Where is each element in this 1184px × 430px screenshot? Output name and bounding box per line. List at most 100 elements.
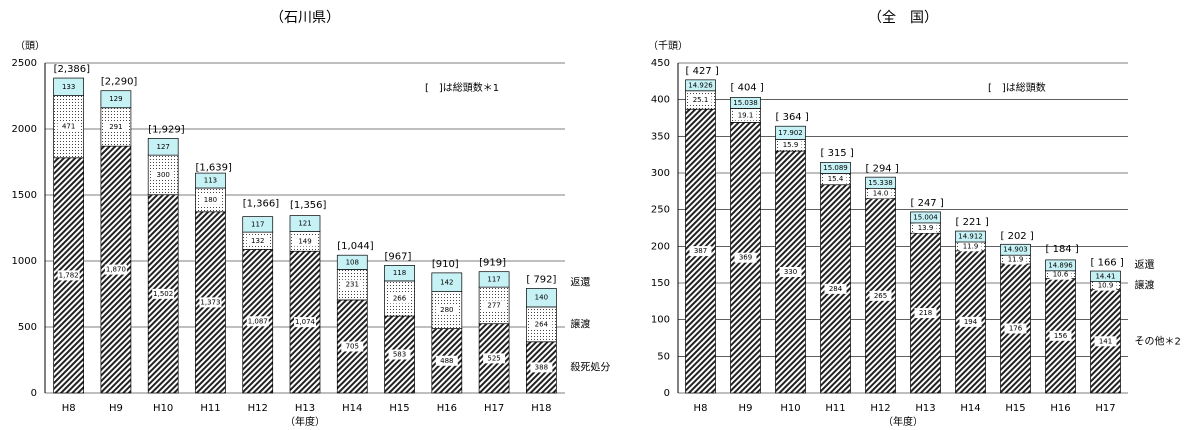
label-bg: [483, 300, 506, 311]
total-label: [1,929]: [148, 124, 185, 135]
label-bg: [152, 288, 175, 299]
legend-label: 譲渡: [570, 317, 590, 330]
value-label: 369: [739, 254, 752, 262]
label-bg: [779, 267, 802, 277]
bar-segment: [431, 272, 463, 292]
note: [ ]は総頭数: [988, 81, 1046, 94]
x-tick-label: H13: [915, 403, 935, 414]
value-label: 11.9: [963, 242, 979, 250]
value-label: 176: [1009, 324, 1023, 332]
label-bg: [199, 297, 222, 308]
label-bg: [914, 308, 937, 319]
label-bg: [1004, 323, 1027, 334]
label-bg: [246, 316, 269, 327]
bar-segment: [478, 271, 510, 288]
note: [ ]は総頭数＊1: [425, 81, 499, 94]
label-bg: [1004, 254, 1027, 265]
total-label: [ 166 ]: [1091, 257, 1124, 268]
label-bg: [104, 121, 127, 132]
label-bg: [57, 121, 80, 132]
value-label: 133: [62, 83, 75, 91]
bar-segment: [336, 254, 368, 270]
label-bg: [341, 341, 364, 352]
label-bg: [435, 355, 458, 366]
total-label: [ 315 ]: [821, 148, 854, 159]
value-label: 25.1: [693, 96, 709, 104]
x-tick-label: H8: [62, 403, 76, 414]
bar-segment: [685, 79, 716, 92]
label-bg: [199, 194, 222, 205]
label-bg: [104, 264, 127, 275]
y-tick-label: 250: [651, 205, 670, 216]
bar-segment: [910, 211, 941, 224]
value-label: 525: [487, 354, 500, 362]
y-tick-label: 50: [657, 351, 670, 362]
y-tick-label: 1500: [12, 190, 37, 201]
y-tick-label: 450: [651, 58, 670, 69]
value-label: 14.41: [1095, 272, 1115, 280]
bar-segment: [775, 125, 806, 140]
x-tick-label: H10: [780, 403, 800, 414]
label-bg: [959, 241, 982, 252]
y-tick-label: 350: [651, 131, 670, 142]
value-label: 1,502: [153, 290, 173, 298]
label-bg: [1049, 330, 1072, 341]
value-label: 113: [204, 177, 217, 185]
x-tick-label: H16: [1050, 403, 1070, 414]
y-axis-label: （頭）: [15, 40, 45, 52]
total-label: [ 184 ]: [1046, 244, 1079, 255]
y-axis-label: （千頭）: [648, 40, 688, 52]
x-tick-label: H17: [484, 403, 504, 414]
value-label: 264: [535, 320, 549, 328]
label-bg: [1094, 280, 1117, 291]
x-tick-label: H9: [109, 403, 123, 414]
value-label: 231: [346, 281, 359, 289]
legend-label: その他＊2: [1135, 334, 1181, 347]
x-tick-label: H15: [389, 403, 409, 414]
value-label: 142: [440, 278, 453, 286]
label-bg: [57, 270, 80, 281]
bar-segment: [526, 288, 557, 308]
total-label: [ 427 ]: [686, 66, 719, 77]
label-bg: [689, 94, 712, 105]
bar-segment: [820, 162, 851, 174]
value-label: 266: [393, 294, 407, 302]
value-label: 121: [298, 220, 311, 228]
total-label: [ 364 ]: [776, 112, 809, 123]
x-tick-label: H14: [960, 403, 980, 414]
chart-title: （全 国）: [868, 9, 938, 26]
legend-label: 返還: [570, 276, 590, 288]
value-label: 19.1: [738, 111, 754, 119]
total-label: [2,386]: [54, 64, 91, 75]
label-bg: [914, 223, 937, 234]
y-tick-label: 150: [651, 278, 670, 289]
value-label: 117: [487, 275, 500, 283]
label-bg: [959, 316, 982, 327]
value-label: 17.902: [778, 129, 803, 137]
bar-segment: [242, 216, 274, 233]
value-label: 488: [440, 357, 453, 365]
value-label: 117: [251, 220, 264, 228]
value-label: 140: [535, 294, 548, 302]
total-label: [ 404 ]: [731, 83, 764, 94]
value-label: 705: [346, 342, 359, 350]
value-label: 14.896: [1048, 261, 1073, 269]
value-label: 127: [156, 143, 169, 151]
total-label: [910]: [432, 259, 459, 270]
value-label: 291: [109, 123, 122, 131]
label-bg: [294, 236, 316, 247]
legend-label: 譲渡: [1135, 279, 1155, 292]
legend-label: 返還: [1135, 259, 1155, 271]
value-label: 300: [156, 171, 169, 179]
total-label: [1,044]: [337, 241, 374, 252]
label-bg: [824, 174, 847, 185]
value-label: 15.004: [913, 213, 938, 221]
value-label: 218: [919, 309, 932, 317]
total-label: [ 294 ]: [866, 163, 899, 174]
bar-segment: [865, 176, 896, 189]
x-tick-label: H10: [153, 403, 173, 414]
value-label: 1,074: [295, 318, 316, 326]
total-label: [1,356]: [290, 200, 327, 211]
value-label: 1,087: [248, 317, 268, 325]
